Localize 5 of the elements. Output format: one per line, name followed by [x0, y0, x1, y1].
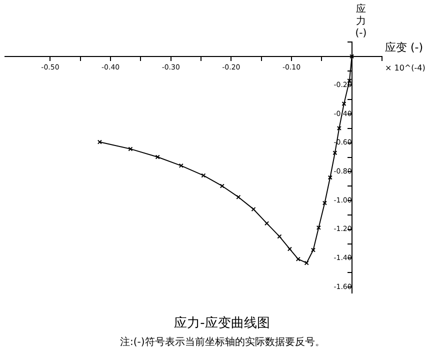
x-axis-title: 应变 (-) [385, 40, 424, 55]
text: 应力-应变曲线图 [173, 315, 271, 332]
text: 注:(-)符号表示当前坐标轴的实际数据要反号。 [120, 336, 325, 349]
text: × 10^(-4) [385, 63, 426, 72]
y-axis-title: 应力 (-) [354, 4, 368, 40]
